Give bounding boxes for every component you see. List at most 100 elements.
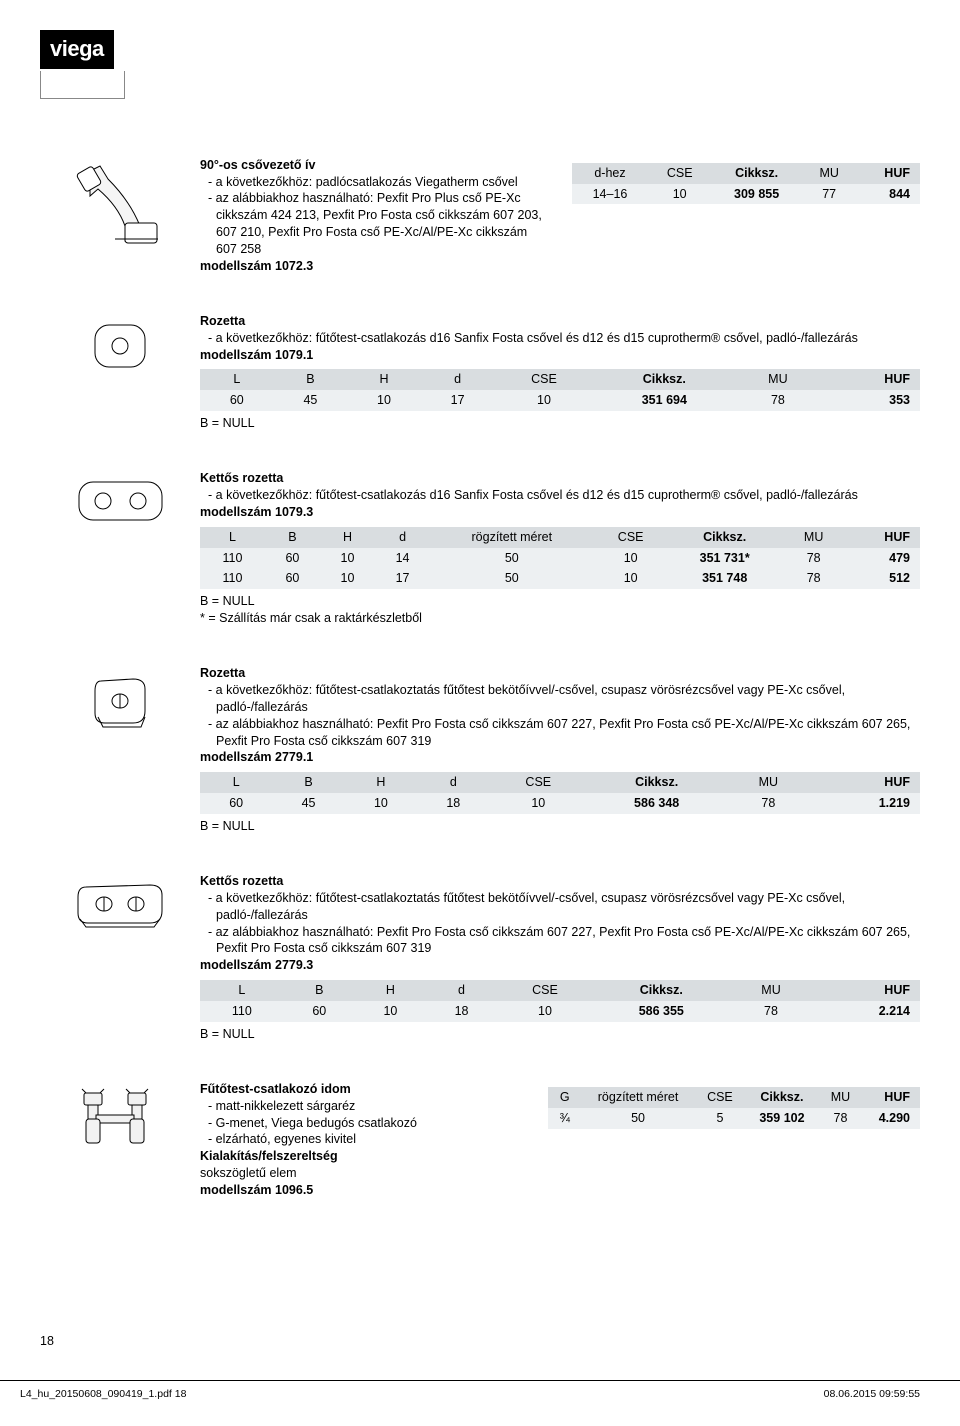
model-number: modellszám 1079.3: [200, 504, 920, 521]
product-section-3: Kettős rozetta a következőkhöz: fűtőtest…: [40, 452, 920, 627]
product-description: 90°-os csővezető ív a következőkhöz: pad…: [200, 157, 548, 275]
table-row: 60 45 10 17 10 351 694 78 353: [200, 390, 920, 411]
product-title: Rozetta: [200, 665, 920, 682]
pricing-table: L B H d CSE Cikksz. MU HUF 60 45 10 17 1…: [200, 369, 920, 411]
product-description: Fűtőtest-csatlakozó idom matt-nikkelezet…: [200, 1081, 524, 1199]
col-header: Cikksz.: [711, 163, 801, 184]
desc-line: matt-nikkelezett sárgaréz: [208, 1098, 524, 1115]
product-title: 90°-os csővezető ív: [200, 157, 548, 174]
note: B = NULL: [200, 593, 920, 610]
table-row: 6045101810586 348781.219: [200, 793, 920, 814]
model-number: modellszám 1096.5: [200, 1182, 524, 1199]
desc-line: a következőkhöz: fűtőtest-csatlakoztatás…: [208, 890, 920, 924]
product-title: Rozetta: [200, 313, 920, 330]
subtext: sokszögletű elem: [200, 1165, 524, 1182]
col-header: L: [200, 980, 284, 1001]
table-row: 11060101810586 355782.214: [200, 1001, 920, 1022]
col-header: H: [347, 369, 421, 390]
col-header: Cikksz.: [668, 527, 782, 548]
pipe-elbow-icon: [70, 161, 170, 251]
table-row: 14–16 10 309 855 77 844: [572, 184, 920, 205]
col-header: HUF: [857, 163, 920, 184]
product-image: [40, 1081, 200, 1199]
pricing-table: L B H d rögzített méret CSE Cikksz. MU H…: [200, 527, 920, 590]
product-image: [40, 157, 200, 275]
col-header: CSE: [490, 772, 588, 793]
col-header: d: [421, 369, 495, 390]
product-image: [40, 665, 200, 835]
col-header: HUF: [821, 369, 920, 390]
desc-line: a következőkhöz: fűtőtest-csatlakozás d1…: [208, 487, 920, 504]
col-header: L: [200, 772, 272, 793]
col-header: d: [375, 527, 430, 548]
product-section-2: Rozetta a következőkhöz: fűtőtest-csatla…: [40, 295, 920, 432]
desc-line: a következőkhöz: padlócsatlakozás Viegat…: [208, 174, 548, 191]
col-header: B: [274, 369, 348, 390]
desc-line: az alábbiakhoz használható: Pexfit Pro F…: [208, 924, 920, 958]
col-header: HUF: [846, 527, 920, 548]
col-header: L: [200, 527, 265, 548]
note: * = Szállítás már csak a raktárkészletbő…: [200, 610, 920, 627]
desc-line: az alábbiakhoz használható: Pexfit Pro P…: [208, 190, 548, 258]
brand-logo: viega: [40, 30, 920, 99]
col-header: CSE: [497, 980, 593, 1001]
radiator-connector-icon: [70, 1085, 170, 1155]
model-number: modellszám 1079.1: [200, 347, 920, 364]
pricing-table: G rögzített méret CSE Cikksz. MU HUF ¾ 5…: [548, 1087, 920, 1129]
col-header: B: [272, 772, 344, 793]
col-header: B: [265, 527, 320, 548]
product-image: [40, 313, 200, 432]
page-number: 18: [40, 1333, 54, 1350]
note: B = NULL: [200, 415, 920, 432]
pricing-table: L B H d CSE Cikksz. MU HUF 6045101810586…: [200, 772, 920, 814]
rosette-single-3d-icon: [83, 669, 158, 734]
col-header: Cikksz.: [587, 772, 726, 793]
model-number: modellszám 2779.1: [200, 749, 920, 766]
product-section-6: Fűtőtest-csatlakozó idom matt-nikkelezet…: [40, 1063, 920, 1199]
col-header: CSE: [594, 527, 668, 548]
desc-line: a következőkhöz: fűtőtest-csatlakoztatás…: [208, 682, 920, 716]
col-header: B: [284, 980, 355, 1001]
col-header: d: [417, 772, 489, 793]
table-row: 1106010175010351 74878512: [200, 568, 920, 589]
pricing-table: d-hez CSE Cikksz. MU HUF 14–16 10 309 85…: [572, 163, 920, 205]
col-header: MU: [735, 369, 821, 390]
col-header: d: [426, 980, 497, 1001]
col-header: Cikksz.: [745, 1087, 818, 1108]
product-image: [40, 470, 200, 627]
footer-timestamp: 08.06.2015 09:59:55: [824, 1387, 920, 1401]
col-header: HUF: [812, 980, 920, 1001]
table-row: 1106010145010351 731*78479: [200, 548, 920, 569]
table-row: ¾ 50 5 359 102 78 4.290: [548, 1108, 920, 1129]
col-header: d-hez: [572, 163, 648, 184]
desc-line: a következőkhöz: fűtőtest-csatlakozás d1…: [208, 330, 920, 347]
col-header: rögzített méret: [430, 527, 593, 548]
col-header: rögzített méret: [582, 1087, 695, 1108]
col-header: H: [320, 527, 375, 548]
product-section-4: Rozetta a következőkhöz: fűtőtest-csatla…: [40, 647, 920, 835]
note: B = NULL: [200, 818, 920, 835]
pdf-footer: L4_hu_20150608_090419_1.pdf 18 08.06.201…: [0, 1380, 960, 1411]
col-header: MU: [726, 772, 810, 793]
note: B = NULL: [200, 1026, 920, 1043]
col-header: HUF: [810, 772, 920, 793]
col-header: CSE: [694, 1087, 745, 1108]
col-header: MU: [818, 1087, 862, 1108]
product-section-5: Kettős rozetta a következőkhöz: fűtőtest…: [40, 855, 920, 1043]
col-header: Cikksz.: [593, 980, 730, 1001]
col-header: H: [355, 980, 426, 1001]
pricing-table: L B H d CSE Cikksz. MU HUF 1106010181058…: [200, 980, 920, 1022]
col-header: MU: [730, 980, 813, 1001]
col-header: H: [345, 772, 417, 793]
footer-filename: L4_hu_20150608_090419_1.pdf 18: [20, 1387, 186, 1401]
product-section-1: 90°-os csővezető ív a következőkhöz: pad…: [40, 139, 920, 275]
col-header: Cikksz.: [594, 369, 736, 390]
desc-line: az alábbiakhoz használható: Pexfit Pro F…: [208, 716, 920, 750]
col-header: HUF: [863, 1087, 920, 1108]
rosette-double-icon: [73, 474, 168, 529]
model-number: modellszám 2779.3: [200, 957, 920, 974]
col-header: CSE: [494, 369, 593, 390]
subheading: Kialakítás/felszereltség: [200, 1148, 524, 1165]
col-header: L: [200, 369, 274, 390]
col-header: MU: [782, 527, 846, 548]
